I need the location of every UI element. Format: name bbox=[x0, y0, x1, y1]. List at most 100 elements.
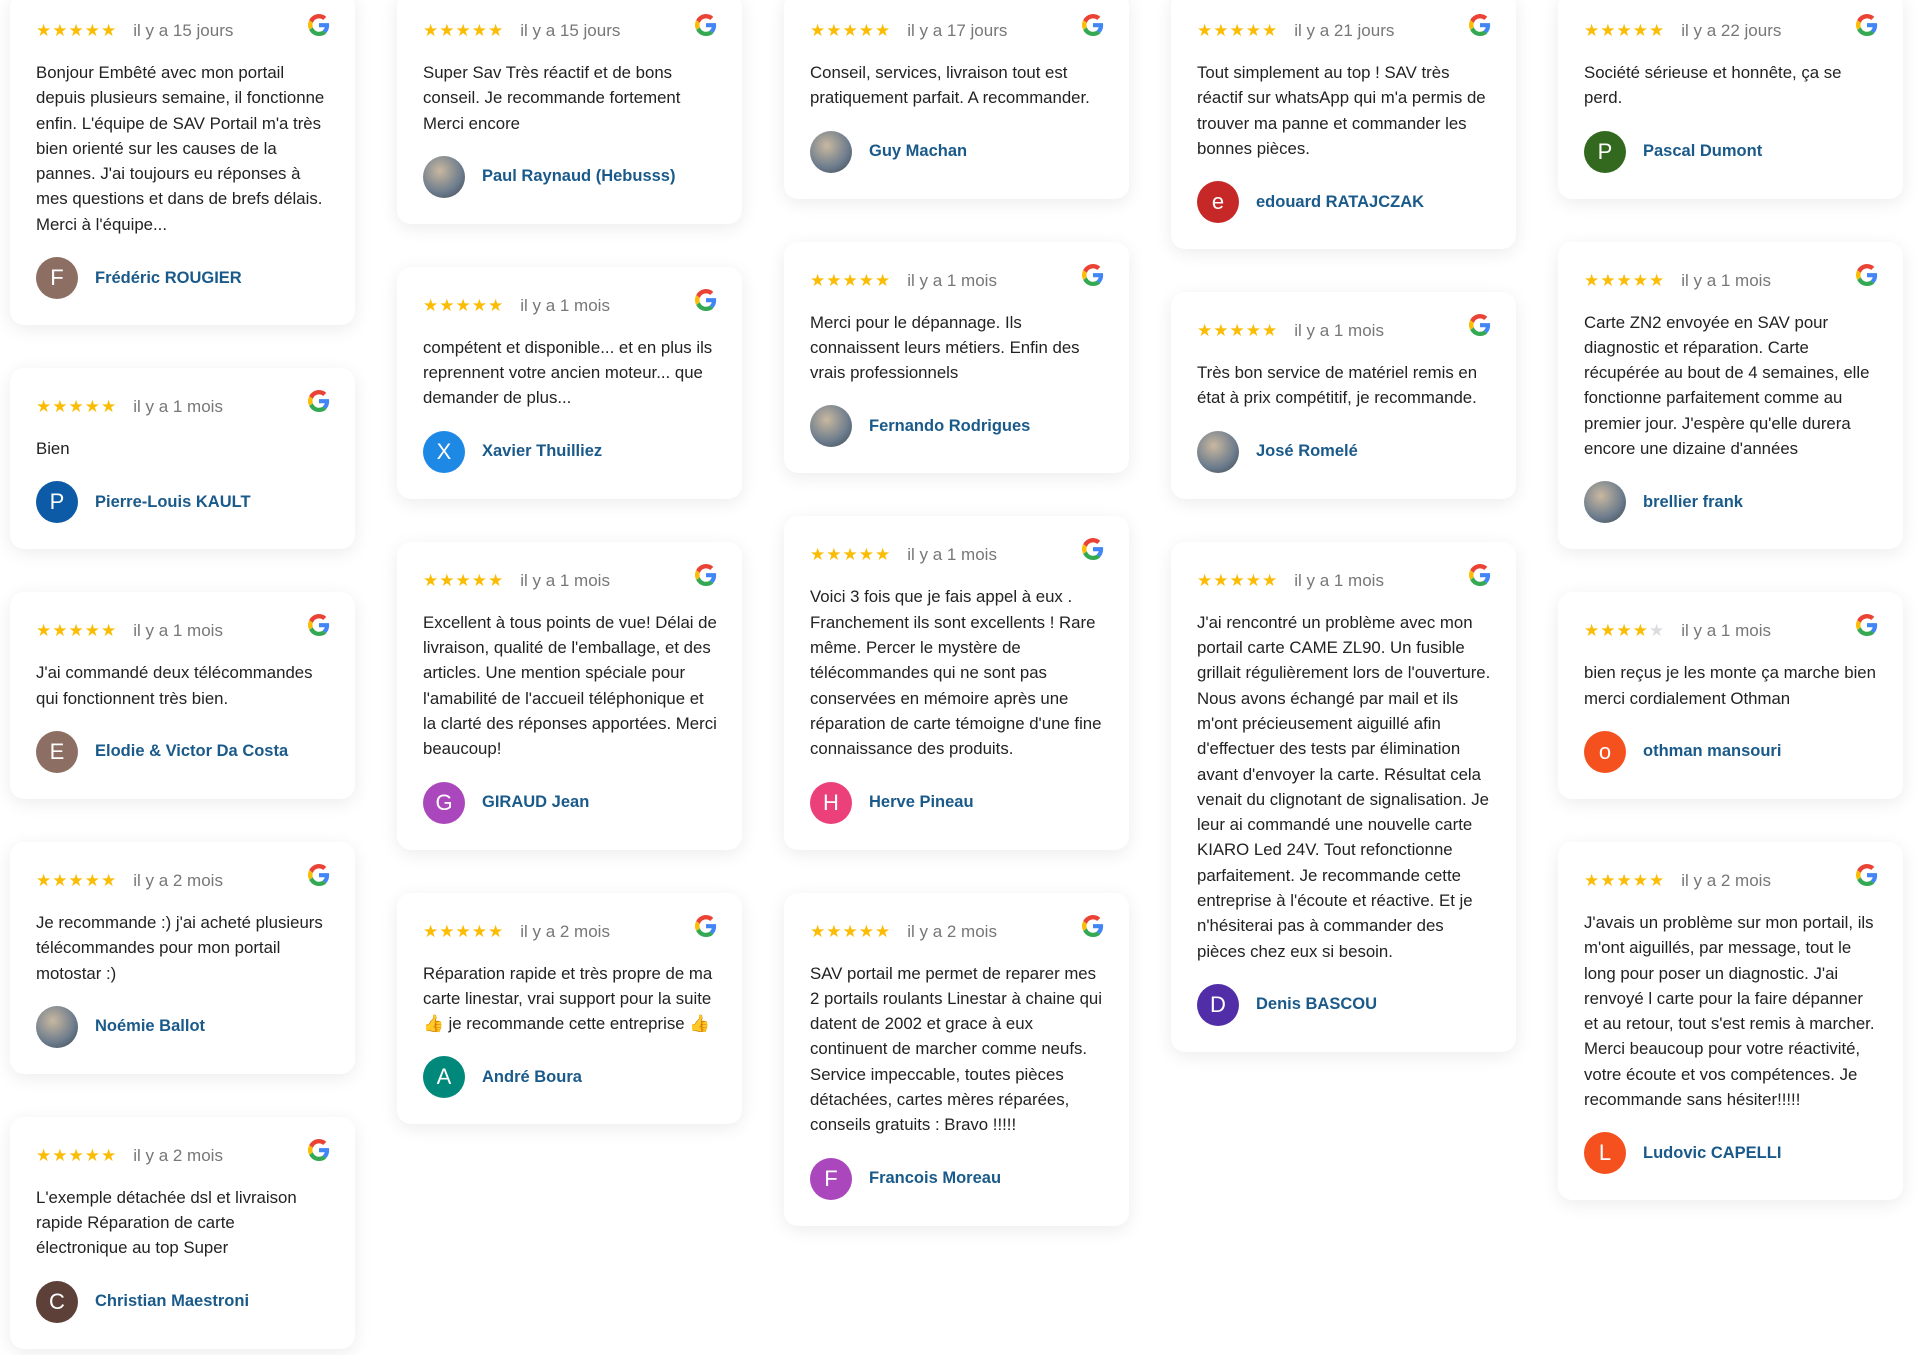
avatar[interactable] bbox=[810, 405, 852, 448]
google-icon[interactable] bbox=[1469, 563, 1491, 586]
google-icon[interactable] bbox=[308, 863, 330, 886]
author-name[interactable]: Pierre-Louis KAULT bbox=[95, 492, 251, 511]
author-name[interactable]: Christian Maestroni bbox=[95, 1292, 250, 1311]
review-author[interactable]: F Francois Moreau bbox=[810, 1157, 1104, 1200]
author-name[interactable]: Elodie & Victor Da Costa bbox=[95, 742, 289, 761]
avatar[interactable] bbox=[1197, 430, 1239, 473]
google-icon[interactable] bbox=[1082, 538, 1104, 561]
star-rating: ★★★★★ bbox=[36, 21, 118, 40]
review-author[interactable]: José Romelé bbox=[1197, 430, 1491, 473]
avatar[interactable]: P bbox=[36, 481, 78, 524]
author-name[interactable]: Ludovic CAPELLI bbox=[1643, 1143, 1782, 1162]
review-text: Excellent à tous points de vue! Délai de… bbox=[423, 612, 717, 759]
review-card: ★★★★★ il y a 1 mois J'ai rencontré un pr… bbox=[1171, 541, 1516, 1052]
review-author[interactable]: E Elodie & Victor Da Costa bbox=[36, 730, 330, 773]
review-author[interactable]: P Pierre-Louis KAULT bbox=[36, 481, 330, 524]
google-icon[interactable] bbox=[1082, 14, 1104, 36]
review-author[interactable]: A André Boura bbox=[423, 1056, 717, 1099]
google-icon[interactable] bbox=[308, 614, 330, 637]
google-icon[interactable] bbox=[695, 914, 717, 937]
star-rating: ★★★★★ bbox=[810, 921, 892, 941]
review-header: ★★★★★ il y a 15 jours bbox=[36, 14, 330, 44]
google-icon[interactable] bbox=[695, 14, 717, 36]
avatar[interactable]: H bbox=[810, 781, 852, 824]
avatar[interactable]: F bbox=[36, 257, 78, 300]
avatar[interactable]: F bbox=[810, 1157, 852, 1200]
review-author[interactable]: X Xavier Thuilliez bbox=[423, 430, 717, 473]
google-icon[interactable] bbox=[695, 288, 717, 311]
review-author[interactable]: G GIRAUD Jean bbox=[423, 781, 717, 824]
google-icon[interactable] bbox=[1082, 263, 1104, 286]
review-header: ★★★★★ il y a 2 mois bbox=[1584, 863, 1878, 894]
author-name[interactable]: Pascal Dumont bbox=[1643, 142, 1763, 161]
google-icon[interactable] bbox=[1082, 914, 1104, 937]
author-name[interactable]: brellier frank bbox=[1643, 492, 1743, 511]
google-icon[interactable] bbox=[1856, 263, 1878, 286]
avatar[interactable]: G bbox=[423, 781, 465, 824]
google-icon[interactable] bbox=[1469, 14, 1491, 36]
review-author[interactable]: Noémie Ballot bbox=[36, 1005, 330, 1048]
avatar[interactable]: P bbox=[1584, 130, 1626, 173]
author-name[interactable]: Guy Machan bbox=[869, 142, 968, 161]
author-name[interactable]: Paul Raynaud (Hebusss) bbox=[482, 167, 676, 186]
avatar[interactable]: A bbox=[423, 1056, 465, 1099]
author-name[interactable]: othman mansouri bbox=[1643, 742, 1782, 761]
google-icon[interactable] bbox=[1856, 863, 1878, 886]
review-author[interactable]: P Pascal Dumont bbox=[1584, 130, 1878, 173]
review-author[interactable]: Fernando Rodrigues bbox=[810, 405, 1104, 448]
review-author[interactable]: o othman mansouri bbox=[1584, 730, 1878, 773]
review-author[interactable]: D Denis BASCOU bbox=[1197, 983, 1491, 1026]
avatar[interactable] bbox=[810, 130, 852, 173]
avatar[interactable]: C bbox=[36, 1280, 78, 1323]
review-time: il y a 1 mois bbox=[520, 570, 610, 590]
review-author[interactable]: C Christian Maestroni bbox=[36, 1280, 330, 1323]
review-author[interactable]: Guy Machan bbox=[810, 130, 1104, 173]
google-icon[interactable] bbox=[308, 1138, 330, 1161]
review-author[interactable]: Paul Raynaud (Hebusss) bbox=[423, 155, 717, 198]
author-name[interactable]: Denis BASCOU bbox=[1256, 995, 1378, 1014]
google-icon[interactable] bbox=[308, 14, 330, 36]
review-author[interactable]: L Ludovic CAPELLI bbox=[1584, 1132, 1878, 1175]
avatar[interactable]: X bbox=[423, 430, 465, 473]
author-name[interactable]: André Boura bbox=[482, 1067, 582, 1086]
author-name[interactable]: Noémie Ballot bbox=[95, 1017, 206, 1036]
review-author[interactable]: e edouard RATAJCZAK bbox=[1197, 181, 1491, 224]
author-name[interactable]: Fernando Rodrigues bbox=[869, 416, 1031, 435]
review-text: bien reçus je les monte ça marche bien m… bbox=[1584, 663, 1876, 708]
author-name[interactable]: Frédéric ROUGIER bbox=[95, 268, 242, 287]
review-text: Bonjour Embêté avec mon portail depuis p… bbox=[36, 63, 325, 234]
review-text: Super Sav Très réactif et de bons consei… bbox=[423, 63, 681, 133]
star-rating: ★★★★★ bbox=[423, 570, 505, 590]
star-rating: ★★★★★ bbox=[810, 270, 892, 290]
review-text: SAV portail me permet de reparer mes 2 p… bbox=[810, 963, 1102, 1135]
google-icon[interactable] bbox=[1469, 314, 1491, 337]
google-icon[interactable] bbox=[1856, 14, 1878, 36]
review-author[interactable]: brellier frank bbox=[1584, 481, 1878, 524]
author-name[interactable]: Herve Pineau bbox=[869, 793, 974, 812]
avatar[interactable]: e bbox=[1197, 181, 1239, 224]
google-icon[interactable] bbox=[695, 563, 717, 586]
review-time: il y a 2 mois bbox=[1681, 870, 1771, 890]
google-icon[interactable] bbox=[308, 390, 330, 413]
star-rating: ★★★★★ bbox=[1197, 570, 1279, 590]
author-name[interactable]: GIRAUD Jean bbox=[482, 793, 590, 812]
review-author[interactable]: F Frédéric ROUGIER bbox=[36, 257, 330, 300]
review-card: ★★★★★ il y a 1 mois Très bon service de … bbox=[1171, 292, 1516, 499]
review-card: ★★★★★ il y a 1 mois Voici 3 fois que je … bbox=[784, 516, 1129, 850]
author-name[interactable]: Xavier Thuilliez bbox=[482, 442, 603, 461]
author-name[interactable]: José Romelé bbox=[1256, 442, 1358, 461]
avatar[interactable] bbox=[1584, 481, 1626, 524]
author-name[interactable]: Francois Moreau bbox=[869, 1169, 1002, 1188]
review-time: il y a 1 mois bbox=[520, 295, 610, 315]
google-icon[interactable] bbox=[1856, 614, 1878, 637]
avatar[interactable] bbox=[36, 1005, 78, 1048]
avatar[interactable]: o bbox=[1584, 730, 1626, 773]
author-name[interactable]: edouard RATAJCZAK bbox=[1256, 192, 1425, 211]
avatar[interactable] bbox=[423, 155, 465, 198]
avatar[interactable]: L bbox=[1584, 1132, 1626, 1175]
review-text: J'avais un problème sur mon portail, ils… bbox=[1584, 912, 1875, 1110]
star-rating: ★★★★★ bbox=[1584, 21, 1666, 40]
avatar[interactable]: E bbox=[36, 730, 78, 773]
review-author[interactable]: H Herve Pineau bbox=[810, 781, 1104, 824]
avatar[interactable]: D bbox=[1197, 983, 1239, 1026]
